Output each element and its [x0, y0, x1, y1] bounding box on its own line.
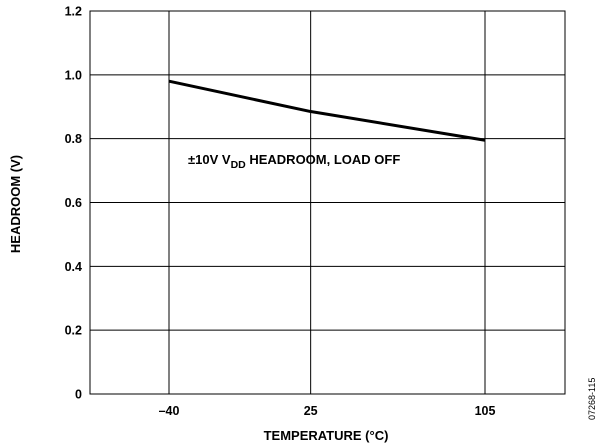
- x-tick-label: –40: [159, 404, 180, 418]
- y-axis-ticks: 0 0.2 0.4 0.6 0.8 1.0 1.2: [65, 5, 82, 402]
- y-tick-label: 0.2: [65, 324, 82, 338]
- x-axis-title: TEMPERATURE (°C): [264, 428, 389, 443]
- series-group: [168, 79, 486, 142]
- x-axis-ticks: –40 25 105: [159, 404, 496, 418]
- y-tick-label: 1.2: [65, 5, 82, 19]
- y-tick-label: 0.4: [65, 260, 82, 274]
- grid-lines: [90, 11, 565, 394]
- plot-area-frame: [89, 10, 566, 395]
- y-tick-label: 1.0: [65, 68, 82, 82]
- y-tick-label: 0.6: [65, 196, 82, 210]
- y-axis-title: HEADROOM (V): [8, 155, 23, 253]
- y-tick-label: 0: [75, 388, 82, 402]
- x-tick-label: 105: [475, 404, 496, 418]
- curve-annotation: ±10V VDD HEADROOM, LOAD OFF: [188, 152, 400, 171]
- annotation-suffix: HEADROOM, LOAD OFF: [246, 152, 401, 167]
- figure-id: 07268-115: [587, 378, 597, 420]
- annotation-prefix: ±10V V: [188, 152, 231, 167]
- y-tick-label: 0.8: [65, 132, 82, 146]
- x-tick-label: 25: [304, 404, 318, 418]
- annotation-subscript: DD: [231, 159, 247, 171]
- series-line-headroom: [168, 79, 486, 142]
